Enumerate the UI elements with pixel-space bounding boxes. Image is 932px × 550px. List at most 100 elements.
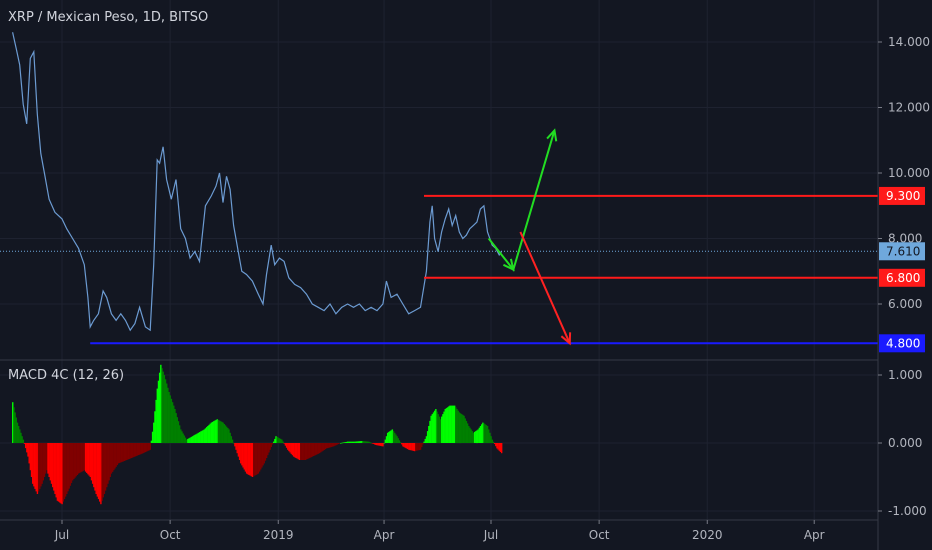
macd-bar <box>131 443 134 458</box>
macd-bar <box>425 436 428 443</box>
macd-bar <box>104 443 107 491</box>
macd-bar <box>120 443 122 463</box>
macd-bar <box>356 441 358 443</box>
macd-bar <box>354 441 356 443</box>
macd-bar <box>101 443 103 501</box>
macd-bar <box>35 443 37 492</box>
macd-bar <box>377 443 379 446</box>
macd-bar <box>147 443 149 451</box>
macd-bar <box>201 430 203 443</box>
macd-bar <box>325 443 328 449</box>
macd-bar <box>97 443 100 500</box>
macd-bar <box>138 443 141 455</box>
macd-bar <box>249 443 251 476</box>
macd-bar <box>137 443 140 456</box>
macd-bar <box>113 443 115 471</box>
macd-bar <box>177 421 180 443</box>
macd-bar <box>490 436 492 443</box>
macd-bar <box>189 437 191 443</box>
macd-bar <box>134 443 136 457</box>
macd-bar <box>130 443 133 459</box>
current-price-label-bg <box>879 242 925 261</box>
macd-bar <box>285 443 288 448</box>
time-tick-label-5: Oct <box>589 528 610 542</box>
macd-bar <box>224 425 227 443</box>
price-tick-label-3: 12.000 <box>888 101 930 115</box>
macd-bar <box>235 443 237 450</box>
macd-bar <box>408 443 410 450</box>
macd-bar <box>127 443 129 460</box>
price-axis[interactable]: 6.000 8.000 10.000 12.000 14.000 9.300 6.800 4.… <box>878 35 930 353</box>
macd-bar <box>180 429 182 443</box>
macd-bar <box>261 443 263 468</box>
macd-bar <box>185 439 188 443</box>
macd-bar <box>302 443 304 460</box>
macd-bar <box>193 435 195 443</box>
macd-bar <box>102 443 104 498</box>
macd-bar <box>183 435 186 443</box>
macd-bar <box>328 443 330 448</box>
time-tick-label-2: 2019 <box>263 528 294 542</box>
macd-bar <box>21 436 23 443</box>
macd-bar <box>210 422 213 443</box>
macd-bar <box>376 443 378 446</box>
macd-bar <box>444 409 446 443</box>
macd-bar <box>329 443 331 448</box>
macd-bar <box>412 443 415 451</box>
level-lines <box>90 194 878 345</box>
arrow-1[interactable] <box>519 231 572 346</box>
macd-bar <box>171 402 174 443</box>
macd-bar <box>106 443 108 488</box>
time-axis[interactable]: Jul Oct 2019 Apr Jul Oct 2020 Apr <box>54 520 825 542</box>
macd-histogram <box>12 364 503 505</box>
macd-bar <box>37 443 40 492</box>
macd-bar <box>314 443 316 456</box>
macd-bar <box>39 443 41 489</box>
macd-bar <box>359 441 362 443</box>
macd-bar <box>83 443 86 471</box>
macd-bar <box>82 443 84 471</box>
macd-bar <box>421 443 423 448</box>
macd-bar <box>370 442 372 444</box>
macd-bar <box>260 443 262 470</box>
macd-bar <box>52 443 54 488</box>
macd-bar <box>84 443 87 472</box>
macd-bar <box>24 443 27 449</box>
macd-bar <box>308 443 310 459</box>
macd-bar <box>43 443 46 477</box>
macd-bar <box>41 443 43 484</box>
macd-bar <box>277 437 280 443</box>
macd-bar <box>216 419 218 443</box>
macd-bar <box>272 441 275 443</box>
arrow-0[interactable] <box>487 128 558 272</box>
macd-bar <box>457 410 459 443</box>
macd-axis[interactable]: 1.000 0.000 -1.000 <box>878 368 927 518</box>
macd-bar <box>222 422 224 443</box>
macd-bar <box>57 443 60 502</box>
macd-bar <box>162 371 164 443</box>
macd-bar <box>68 443 70 489</box>
macd-bar <box>61 443 63 505</box>
macd-bar <box>160 364 162 443</box>
macd-bar <box>482 422 484 443</box>
macd-bar <box>389 431 391 443</box>
macd-bar <box>402 443 404 447</box>
macd-bar <box>53 443 55 491</box>
macd-bar <box>344 442 347 443</box>
macd-bar <box>64 443 67 497</box>
macd-bar <box>118 443 121 463</box>
macd-bar <box>318 443 321 454</box>
macd-bar <box>335 443 337 446</box>
macd-bar <box>258 443 261 472</box>
macd-bar <box>297 443 300 460</box>
macd-bar <box>13 407 15 443</box>
macd-bar <box>270 443 273 448</box>
macd-bar <box>157 380 160 443</box>
macd-bar <box>255 443 257 475</box>
macd-bar <box>240 443 242 464</box>
macd-bar <box>30 443 33 477</box>
macd-bar <box>195 434 197 443</box>
macd-bar <box>250 443 253 477</box>
macd-bar <box>433 410 436 443</box>
